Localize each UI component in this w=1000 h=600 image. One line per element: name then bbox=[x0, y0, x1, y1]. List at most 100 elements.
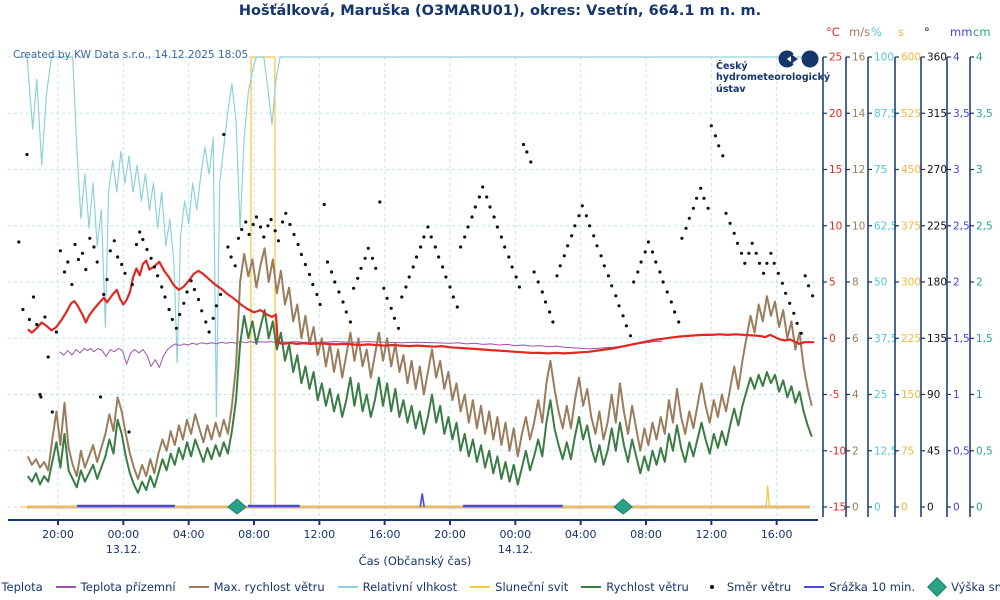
right-axis-mm: mm 4 3,5 3 2,5 2 1,5 1 0,5 0 bbox=[946, 25, 972, 517]
svg-text:s: s bbox=[898, 25, 904, 39]
svg-text:20:00: 20:00 bbox=[434, 528, 466, 541]
svg-text:08:00: 08:00 bbox=[630, 528, 662, 541]
svg-text:3: 3 bbox=[953, 164, 960, 176]
svg-text:3: 3 bbox=[976, 164, 983, 176]
series-sr-ka-10-min--spike bbox=[419, 493, 425, 508]
svg-text:2: 2 bbox=[976, 277, 983, 289]
svg-text:2,5: 2,5 bbox=[953, 220, 970, 232]
legend-label: Max. rychlost větru bbox=[213, 580, 325, 594]
svg-text:04:00: 04:00 bbox=[565, 528, 597, 541]
svg-text:0,5: 0,5 bbox=[953, 445, 970, 457]
svg-text:87,5: 87,5 bbox=[874, 108, 897, 120]
svg-text:0: 0 bbox=[901, 502, 908, 514]
svg-text:90: 90 bbox=[927, 389, 940, 401]
svg-text:2: 2 bbox=[852, 445, 859, 457]
chmi-logo-line2: hydrometeorologický bbox=[716, 72, 831, 84]
svg-text:180: 180 bbox=[927, 277, 947, 289]
svg-text:°C: °C bbox=[826, 25, 840, 39]
svg-text:0: 0 bbox=[829, 333, 836, 345]
svg-text:150: 150 bbox=[901, 389, 921, 401]
right-axis-: % 100 87,5 75 62,5 50 37,5 25 12,5 0 bbox=[867, 25, 897, 517]
svg-text:37,5: 37,5 bbox=[874, 333, 897, 345]
legend-label: Výška sněhu bbox=[951, 580, 1000, 594]
svg-text:20: 20 bbox=[829, 108, 842, 120]
svg-text:12,5: 12,5 bbox=[874, 445, 897, 457]
svg-text:12:00: 12:00 bbox=[303, 528, 335, 541]
svg-text:375: 375 bbox=[901, 220, 921, 232]
svg-text:315: 315 bbox=[927, 108, 947, 120]
svg-text:270: 270 bbox=[927, 164, 947, 176]
svg-text:0: 0 bbox=[852, 502, 859, 514]
svg-text:12: 12 bbox=[852, 164, 865, 176]
series-sm-r-v-tru bbox=[17, 124, 815, 434]
chmi-logo-text: Český hydrometeorologický ústav bbox=[716, 61, 830, 95]
svg-text:0: 0 bbox=[874, 502, 881, 514]
series-max-rychlost-v-tru bbox=[26, 247, 813, 480]
svg-text:°: ° bbox=[924, 25, 930, 39]
svg-text:Čas (Občanský čas): Čas (Občanský čas) bbox=[359, 553, 472, 568]
series-relativn-vlhkost bbox=[18, 56, 815, 418]
legend-line-swatch bbox=[55, 586, 76, 588]
legend-label: Srážka 10 min. bbox=[829, 580, 916, 594]
series-rychlost-v-tru bbox=[26, 309, 813, 494]
svg-text:3,5: 3,5 bbox=[976, 108, 993, 120]
right-axis-cm: cm 4 3,5 3 2,5 2 1,5 1 0,5 0 bbox=[969, 25, 993, 517]
svg-text:25: 25 bbox=[829, 52, 842, 64]
svg-text:10: 10 bbox=[852, 220, 865, 232]
svg-text:0,5: 0,5 bbox=[976, 445, 993, 457]
svg-text:12:00: 12:00 bbox=[695, 528, 727, 541]
svg-text:3,5: 3,5 bbox=[953, 108, 970, 120]
legend-item-sr-ka-10-min-: Srážka 10 min. bbox=[804, 580, 915, 594]
svg-text:300: 300 bbox=[901, 277, 921, 289]
svg-text:00:00: 00:00 bbox=[107, 528, 139, 541]
series-v-ka-sn-hu bbox=[227, 498, 633, 515]
legend-label: Sluneční svit bbox=[495, 580, 569, 594]
chart-legend: Teplota Teplota přízemní Max. rychlost vět… bbox=[0, 574, 1000, 600]
svg-text:mm: mm bbox=[950, 25, 972, 39]
svg-text:4: 4 bbox=[852, 389, 859, 401]
svg-text:-5: -5 bbox=[829, 389, 839, 401]
page-title: Hošťálková, Maruška (O3MARU01), okres: V… bbox=[238, 3, 762, 19]
legend-label: Teplota přízemní bbox=[80, 580, 176, 594]
legend-label: Rychlost větru bbox=[606, 580, 689, 594]
legend-line-swatch bbox=[581, 586, 602, 588]
svg-text:135: 135 bbox=[927, 333, 947, 345]
svg-text:16: 16 bbox=[852, 52, 866, 64]
right-axis-: ° 360 315 270 225 180 135 90 45 0 bbox=[920, 25, 947, 517]
svg-text:600: 600 bbox=[901, 52, 921, 64]
svg-text:75: 75 bbox=[874, 164, 887, 176]
svg-text:00:00: 00:00 bbox=[499, 528, 531, 541]
series-sr-ka-10-min- bbox=[76, 493, 563, 508]
legend-line-swatch bbox=[188, 586, 209, 588]
svg-text:225: 225 bbox=[901, 333, 921, 345]
chmi-logo-icon bbox=[778, 50, 819, 68]
legend-label: Teplota bbox=[1, 580, 43, 594]
legend-item-teplota-p-zemn-: Teplota přízemní bbox=[55, 580, 176, 594]
svg-text:8: 8 bbox=[852, 277, 859, 289]
chmi-logo-line3: ústav bbox=[716, 83, 746, 95]
legend-diamond-swatch bbox=[927, 577, 948, 597]
svg-text:360: 360 bbox=[927, 52, 947, 64]
right-axis-ms: m/s 16 14 12 10 8 6 4 2 0 bbox=[845, 25, 870, 517]
svg-text:525: 525 bbox=[901, 108, 921, 120]
legend-line-swatch bbox=[470, 586, 491, 588]
legend-item-teplota: Teplota bbox=[0, 580, 43, 594]
svg-text:62,5: 62,5 bbox=[874, 220, 897, 232]
legend-item-relativn-vlhkost: Relativní vlhkost bbox=[337, 580, 458, 594]
svg-text:5: 5 bbox=[829, 277, 836, 289]
svg-text:20:00: 20:00 bbox=[42, 528, 74, 541]
svg-text:16:00: 16:00 bbox=[761, 528, 793, 541]
svg-text:1,5: 1,5 bbox=[953, 333, 970, 345]
svg-text:m/s: m/s bbox=[849, 25, 870, 39]
svg-text:0: 0 bbox=[976, 502, 983, 514]
svg-text:cm: cm bbox=[973, 25, 991, 39]
svg-text:13.12.: 13.12. bbox=[106, 543, 141, 556]
svg-text:0: 0 bbox=[953, 502, 960, 514]
legend-line-swatch bbox=[337, 586, 358, 588]
svg-text:-15: -15 bbox=[829, 502, 846, 514]
svg-text:10: 10 bbox=[829, 220, 842, 232]
chmi-logo-line1: Český bbox=[716, 61, 748, 72]
series-slune-n-svit bbox=[20, 56, 810, 508]
legend-label: Relativní vlhkost bbox=[362, 580, 458, 594]
created-by-note: Created by KW Data s.r.o., 14.12.2025 18… bbox=[13, 49, 249, 61]
